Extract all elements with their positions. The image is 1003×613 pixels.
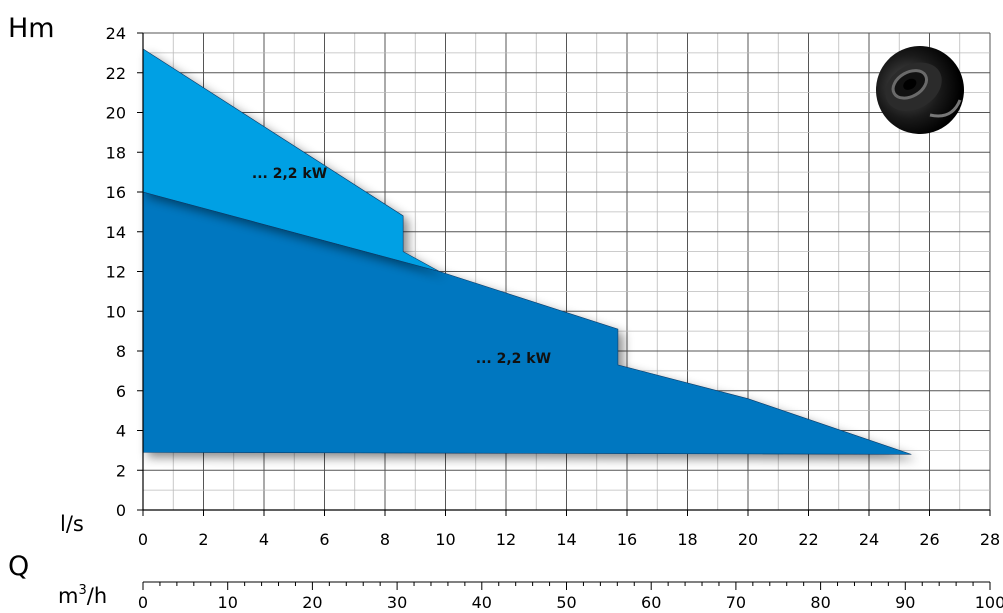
x-tick-label: 18 xyxy=(677,530,697,549)
y-tick-label: 18 xyxy=(106,143,126,162)
y-tick-label: 16 xyxy=(106,183,126,202)
y-tick-label: 6 xyxy=(116,382,126,401)
x-tick-label: 22 xyxy=(798,530,818,549)
x-tick-label: 6 xyxy=(319,530,329,549)
x-tick-label: 0 xyxy=(138,530,148,549)
x-tick-label: 14 xyxy=(556,530,576,549)
x-tick-label: 12 xyxy=(496,530,516,549)
y-tick-label: 2 xyxy=(116,461,126,480)
secondary-tick-label: 80 xyxy=(810,593,830,612)
y-tick-label: 20 xyxy=(106,104,126,123)
x-tick-label: 4 xyxy=(259,530,269,549)
x-tick-label: 26 xyxy=(919,530,939,549)
x-tick-label: 16 xyxy=(617,530,637,549)
secondary-tick-label: 50 xyxy=(556,593,576,612)
secondary-tick-label: 10 xyxy=(218,593,238,612)
y-tick-label: 10 xyxy=(106,302,126,321)
x-tick-label: 20 xyxy=(738,530,758,549)
secondary-tick-label: 40 xyxy=(472,593,492,612)
y-axis-label: Hm xyxy=(8,13,55,44)
q-label: Q xyxy=(8,551,29,582)
y-tick-label: 8 xyxy=(116,342,126,361)
x-tick-label: 28 xyxy=(980,530,1000,549)
y-tick-label: 4 xyxy=(116,422,126,441)
x-tick-label: 8 xyxy=(380,530,390,549)
pump-impeller-icon xyxy=(876,45,964,134)
x-tick-label: 24 xyxy=(859,530,879,549)
secondary-tick-label: 20 xyxy=(302,593,322,612)
performance-areas: ... 2,2 kW ... 2,2 kW xyxy=(142,48,912,455)
x-axis-primary-label: l/s xyxy=(60,512,84,536)
secondary-tick-label: 60 xyxy=(641,593,661,612)
x-tick-label: 2 xyxy=(198,530,208,549)
secondary-tick-label: 100 xyxy=(975,593,1003,612)
y-tick-label: 12 xyxy=(106,263,126,282)
performance-area-1 xyxy=(142,191,912,455)
secondary-tick-label: 90 xyxy=(895,593,915,612)
x-axis-secondary-label: m3/h xyxy=(58,583,107,608)
secondary-tick-label: 0 xyxy=(138,593,148,612)
series-label-2: ... 2,2 kW xyxy=(252,166,327,182)
series-label-1: ... 2,2 kW xyxy=(476,351,551,367)
secondary-tick-label: 70 xyxy=(726,593,746,612)
y-tick-label: 0 xyxy=(116,501,126,520)
x-tick-label: 10 xyxy=(435,530,455,549)
y-tick-label: 22 xyxy=(106,64,126,83)
y-tick-label: 24 xyxy=(106,24,126,43)
y-tick-label: 14 xyxy=(106,223,126,242)
secondary-tick-label: 30 xyxy=(387,593,407,612)
